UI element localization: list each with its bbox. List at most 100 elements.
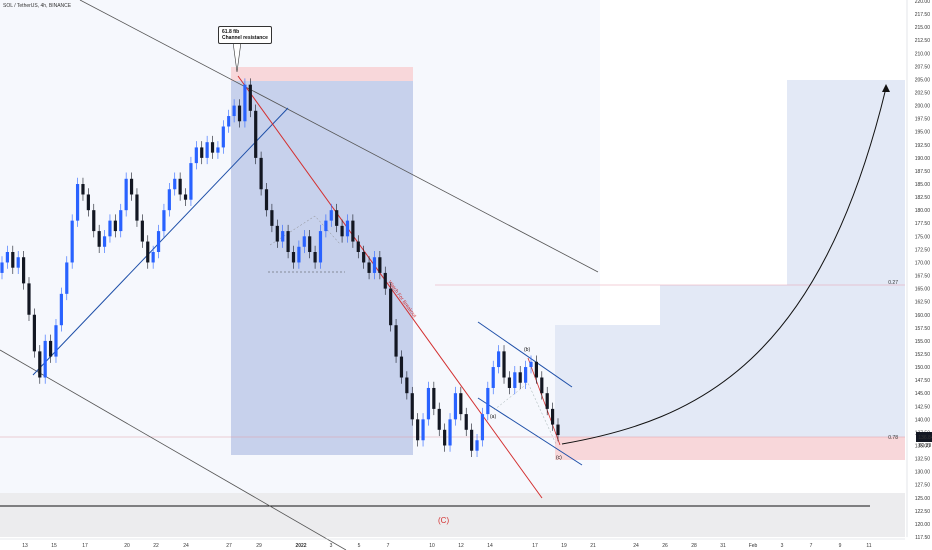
price-tick-label: 200.00: [915, 104, 931, 110]
wedge-upper-line: [477, 321, 573, 388]
candle-body: [486, 387, 490, 415]
candle-body: [216, 147, 220, 153]
date-tick-label: 21: [590, 543, 596, 549]
red-resistance-line: [237, 75, 543, 499]
price-tick-label: 162.50: [915, 300, 931, 306]
price-tick-label: 192.50: [915, 143, 931, 149]
candle-body: [556, 424, 560, 436]
candle-body: [383, 272, 387, 289]
candle-body: [97, 231, 101, 247]
candle-body: [27, 283, 31, 315]
candle-body: [205, 142, 209, 158]
price-tick-label: 220.00: [915, 0, 931, 5]
candle-body: [156, 231, 161, 253]
candle-body: [410, 393, 414, 420]
price-tick-label: 132.50: [915, 457, 931, 463]
date-tick-label: 10: [429, 543, 435, 549]
candle-body: [378, 257, 382, 273]
candle-body: [443, 429, 447, 446]
candle-body: [43, 340, 47, 378]
candle-body: [5, 252, 9, 263]
date-tick-label: 3: [781, 543, 784, 549]
candle-body: [448, 419, 452, 446]
date-tick-label: 27: [226, 543, 232, 549]
candle-body: [345, 220, 350, 237]
candle-body: [518, 372, 522, 383]
candle-body: [259, 157, 263, 190]
candle-body: [389, 288, 393, 326]
date-tick-label: 29: [256, 543, 262, 549]
date-tick-label: 31: [720, 543, 726, 549]
candle-body: [16, 257, 20, 268]
date-tick-label: 17: [532, 543, 538, 549]
candle-body: [200, 147, 204, 158]
candle-body: [124, 178, 128, 211]
price-tick-label: 172.50: [915, 247, 931, 253]
candle-body: [70, 220, 74, 263]
price-tick-label: 122.50: [915, 509, 931, 515]
candle-body: [313, 252, 317, 263]
candle-body: [405, 377, 409, 394]
candle-body: [529, 361, 533, 368]
upper-channel-line: [79, 0, 599, 273]
date-tick-label: 7: [810, 543, 813, 549]
wave-big-c-label: (C): [438, 516, 449, 525]
candle-body: [475, 440, 479, 451]
price-tick-label: 152.50: [915, 352, 931, 358]
price-tick-label: 197.50: [915, 117, 931, 123]
price-tick-label: 175.00: [915, 234, 931, 240]
price-tick-label: 190.00: [915, 156, 931, 162]
price-tick-label: 210.00: [915, 51, 931, 57]
date-tick-label: 5: [358, 543, 361, 549]
candle-body: [140, 220, 144, 242]
candle-body: [291, 252, 296, 263]
candle-body: [178, 178, 182, 195]
candle-body: [59, 293, 63, 326]
candle-body: [432, 387, 436, 409]
price-tick-label: 165.00: [915, 287, 931, 293]
date-tick-label: 11: [866, 543, 871, 549]
target-zone-2: [660, 285, 787, 437]
candle-body: [459, 393, 463, 415]
candle-body: [416, 419, 420, 441]
candle-body: [254, 110, 258, 158]
candle-body: [54, 325, 58, 357]
date-tick-label: 22: [153, 543, 159, 549]
candle-body: [135, 194, 139, 221]
candle-body: [194, 147, 198, 164]
date-tick-label: 19: [561, 543, 567, 549]
price-tick-label: 117.50: [915, 535, 930, 541]
short-position-zone: [231, 81, 413, 455]
candle-body: [108, 220, 112, 237]
candle-body: [0, 262, 4, 273]
blue-trendline: [32, 107, 289, 376]
candle-body: [507, 377, 512, 388]
candle-body: [113, 220, 117, 232]
candle-body: [81, 184, 85, 195]
candle-body: [426, 387, 431, 420]
candle-body: [146, 241, 150, 263]
price-tick-label: 160.00: [915, 313, 931, 319]
price-tick-label: 207.50: [915, 64, 931, 70]
projection-arrowhead: [882, 84, 890, 92]
stop-loss-zone: [231, 67, 413, 81]
candle-body: [356, 241, 360, 253]
candle-body: [437, 408, 441, 430]
price-tick-label: 215.00: [915, 25, 931, 31]
candle-body: [394, 325, 398, 357]
wave-a-label: (a): [490, 414, 496, 420]
date-tick-label: 24: [633, 543, 639, 549]
candle-body: [232, 105, 236, 117]
candle-body: [318, 231, 323, 263]
candle-body: [453, 393, 458, 420]
candle-body: [513, 372, 517, 388]
price-tick-label: 145.00: [915, 391, 931, 397]
candle-body: [362, 252, 366, 263]
price-tick-label: 135.00: [915, 443, 931, 449]
candle-body: [367, 262, 371, 273]
price-tick-label: 217.50: [915, 12, 931, 18]
date-tick-label: 12: [458, 543, 464, 549]
candle-body: [372, 257, 377, 273]
